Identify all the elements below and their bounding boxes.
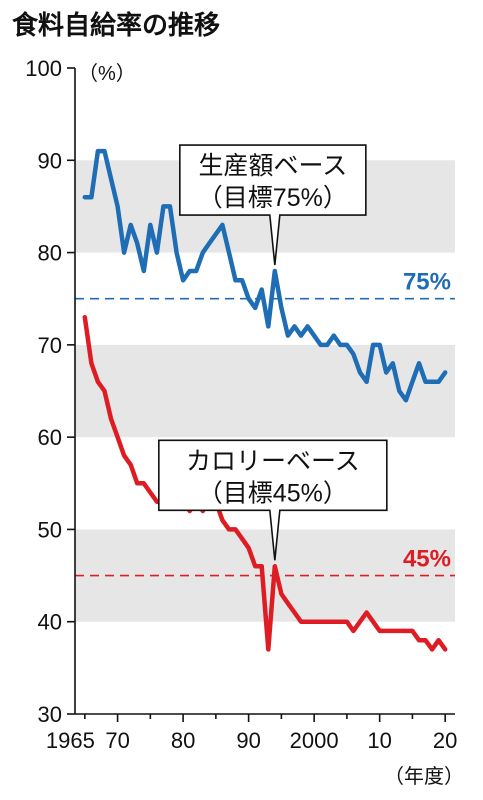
callouts: 生産額ベース （目標75%） カロリーベース （目標45%） [158, 144, 388, 561]
target-label: 75% [403, 269, 451, 296]
callout-title: 生産額ベース [198, 152, 347, 180]
callout-target: （目標45%） [198, 479, 348, 507]
target-label: 45% [403, 546, 451, 573]
callout-title: カロリーベース [186, 447, 360, 475]
series-line-calorie_based [82, 314, 448, 652]
target-lines: 75% 45% [75, 269, 455, 577]
x-tick-label: 2000 [290, 728, 339, 753]
y-tick-label: 60 [38, 425, 62, 450]
grid-band [75, 344, 455, 438]
y-tick-label: 30 [38, 702, 62, 727]
x-tick-label: 20 [433, 728, 457, 753]
x-tick-label: 90 [236, 728, 260, 753]
callout-target: （目標75%） [198, 184, 348, 212]
y-tick-label: 40 [38, 610, 62, 635]
x-tick-label: 1965 [46, 728, 95, 753]
y-tick-label: 100 [25, 56, 62, 81]
x-tick-label: 80 [171, 728, 195, 753]
callout-box [179, 144, 367, 266]
callout-box [158, 439, 388, 561]
y-tick-label: 90 [38, 148, 62, 173]
series-line-value_based [82, 148, 448, 403]
y-tick-label: 80 [38, 241, 62, 266]
grid-bands [75, 160, 455, 622]
y-axis-unit: （%） [78, 62, 136, 85]
x-tick-label: 70 [105, 728, 129, 753]
chart-title: 食料自給率の推移 [12, 10, 220, 40]
series-lines [82, 148, 448, 652]
x-tick-label: 10 [367, 728, 391, 753]
axes: 30 40 50 60 70 80 90 100 1965 70 80 90 2000 10 20 [25, 56, 457, 753]
y-tick-label: 70 [38, 333, 62, 358]
x-axis-unit: （年度） [384, 765, 464, 788]
y-tick-label: 50 [38, 517, 62, 542]
